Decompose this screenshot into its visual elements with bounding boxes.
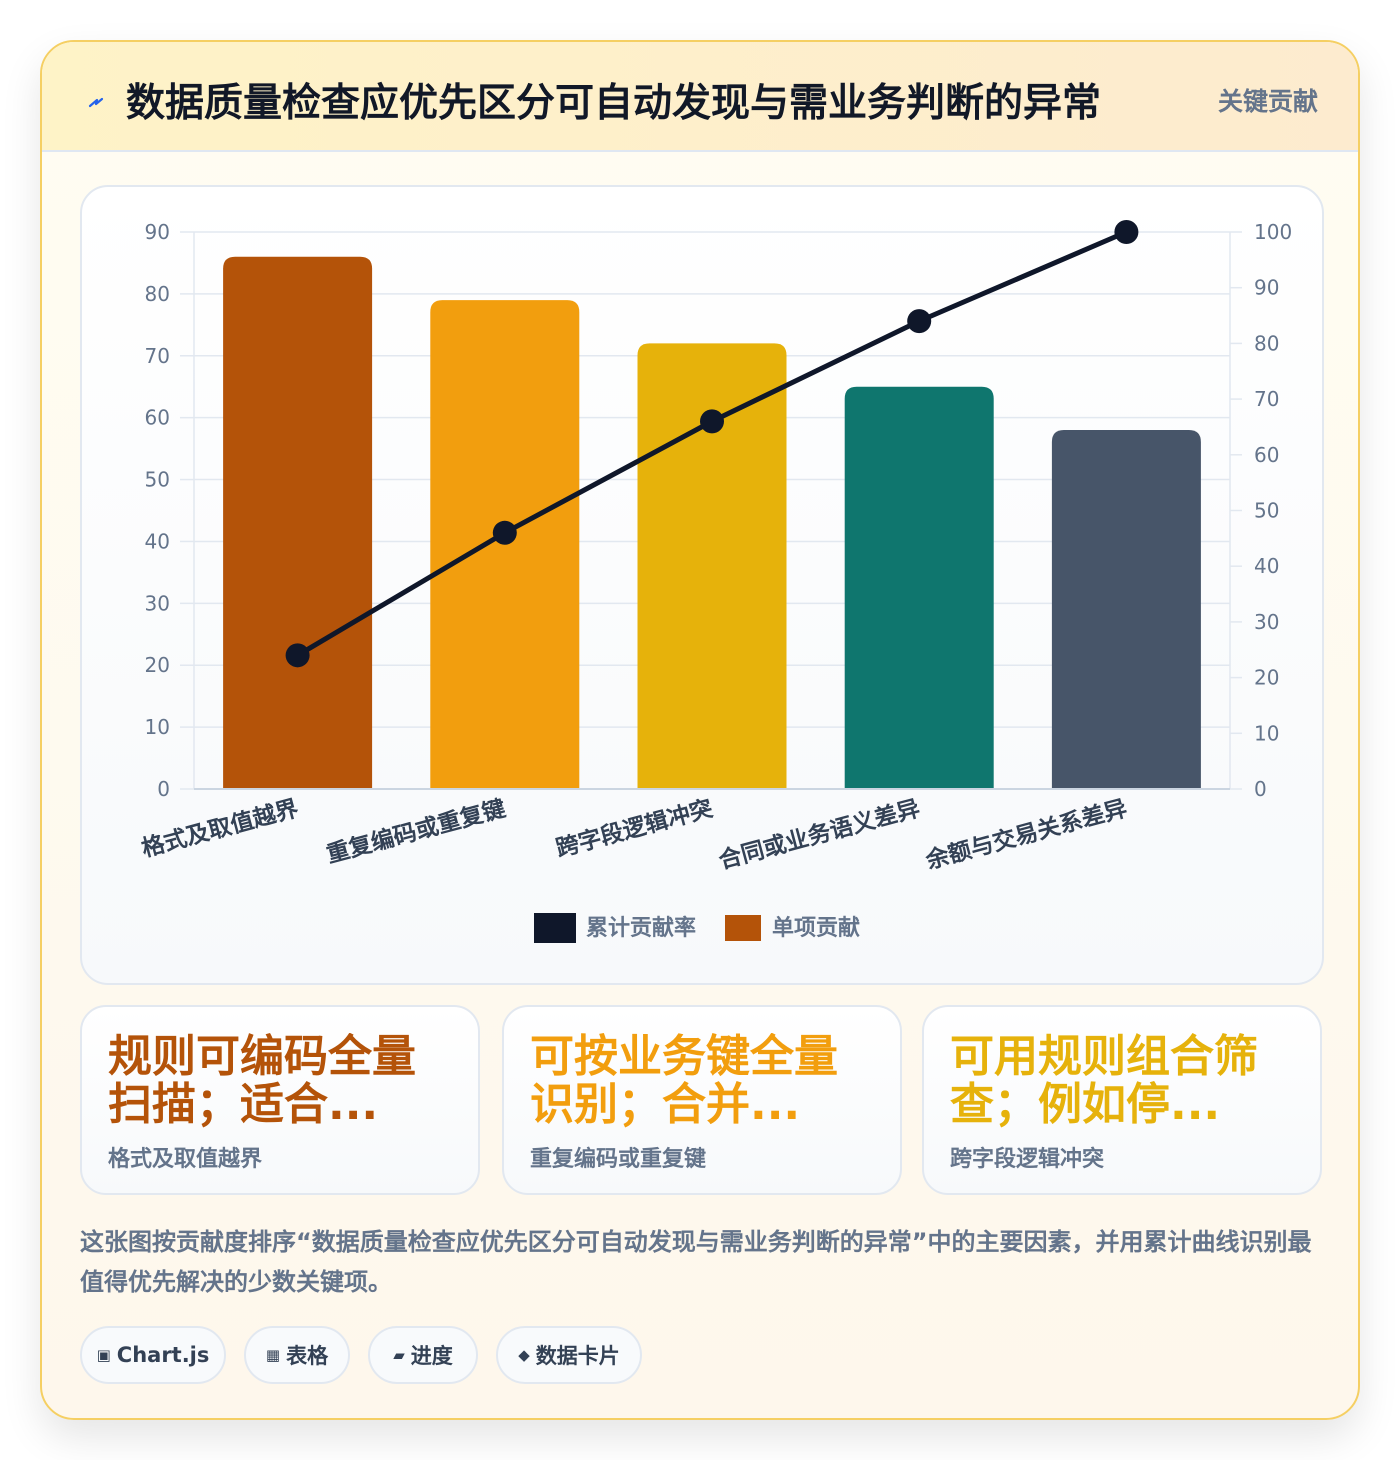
- y-left-tick-label: 80: [145, 282, 170, 306]
- stat-label: 格式及取值越界: [108, 1147, 263, 1172]
- table-icon: ▦: [265, 1346, 281, 1364]
- y-right-tick-label: 100: [1254, 220, 1292, 244]
- pill-label: 数据卡片: [535, 1344, 620, 1368]
- bar: [637, 343, 787, 789]
- legend-label: 累计贡献率: [586, 915, 696, 941]
- card-header: 数据质量检查应优先区分可自动发现与需业务判断的异常 关键贡献: [42, 42, 1358, 152]
- diamond-icon: ◆: [518, 1346, 530, 1364]
- stat-label: 跨字段逻辑冲突: [950, 1147, 1105, 1172]
- bar: [223, 256, 373, 789]
- pill-label: 进度: [410, 1344, 453, 1368]
- x-tick-label: 跨字段逻辑冲突: [553, 795, 716, 863]
- stat-card-3: 可用规则组合筛查；例如停... 跨字段逻辑冲突: [922, 1005, 1322, 1195]
- stat-card-2: 可按业务键全量识别；合并... 重复编码或重复键: [502, 1005, 902, 1195]
- y-right-tick-label: 70: [1254, 387, 1279, 411]
- y-right-tick-label: 60: [1254, 443, 1279, 467]
- chart-panel: 0 10 20 30 40 50 60 70 80 90 0 10 20 30 40 50 60 70 80 90 10…: [80, 185, 1324, 985]
- y-right-tick-label: 10: [1254, 721, 1279, 745]
- page-title: 数据质量检查应优先区分可自动发现与需业务判断的异常: [126, 81, 1102, 126]
- main-card: 数据质量检查应优先区分可自动发现与需业务判断的异常 关键贡献 0 10 20 30 40…: [40, 40, 1360, 1420]
- chart-icon: ▣: [96, 1346, 111, 1364]
- x-tick-label: 重复编码或重复键: [324, 795, 509, 869]
- bolt-icon: [88, 97, 104, 108]
- y-left-tick-label: 40: [145, 529, 170, 553]
- bar: [844, 386, 994, 789]
- y-left-tick-label: 0: [157, 777, 170, 801]
- y-right-tick-label: 40: [1254, 554, 1279, 578]
- legend-swatch: [725, 915, 761, 941]
- pill-label: Chart.js: [116, 1343, 210, 1367]
- y-right-tick-label: 80: [1254, 331, 1279, 355]
- x-tick-label: 合同或业务语义差异: [716, 795, 923, 875]
- stat-value: 可按业务键全量识别；合并...: [530, 1033, 838, 1129]
- pill-table[interactable]: ▦ 表格: [244, 1326, 350, 1384]
- y-right-tick-label: 50: [1254, 499, 1279, 523]
- stat-value: 规则可编码全量扫描；适合...: [108, 1033, 416, 1129]
- pill-progress[interactable]: ▰ 进度: [368, 1326, 478, 1384]
- legend-label: 单项贡献: [772, 915, 860, 941]
- stat-label: 重复编码或重复键: [530, 1147, 707, 1172]
- y-right-tick-label: 0: [1254, 777, 1267, 801]
- y-left-tick-label: 10: [145, 715, 170, 739]
- cumulative-point: [285, 643, 310, 668]
- y-right-tick-label: 20: [1254, 666, 1279, 690]
- cumulative-point: [907, 309, 932, 334]
- y-left-tick-label: 50: [145, 468, 170, 492]
- y-left-tick-label: 70: [145, 344, 170, 368]
- x-tick-label: 格式及取值越界: [139, 795, 302, 863]
- cumulative-point: [492, 520, 517, 545]
- bar: [1051, 430, 1201, 789]
- y-right-tick-label: 90: [1254, 276, 1279, 300]
- pill-chartjs[interactable]: ▣ Chart.js: [80, 1326, 226, 1384]
- y-right-tick-label: 30: [1254, 610, 1279, 634]
- cumulative-point: [700, 409, 724, 434]
- y-left-tick-label: 90: [145, 220, 170, 244]
- pill-label: 表格: [286, 1344, 329, 1368]
- pill-data-cards[interactable]: ◆ 数据卡片: [496, 1326, 642, 1384]
- pareto-chart: 0 10 20 30 40 50 60 70 80 90 0 10 20 30 40 50 60 70 80 90 10…: [139, 220, 1292, 943]
- chart-description: 这张图按贡献度排序“数据质量检查应优先区分可自动发现与需业务判断的异常”中的主要…: [80, 1228, 1312, 1296]
- y-left-tick-label: 20: [145, 653, 170, 677]
- stat-value: 可用规则组合筛查；例如停...: [950, 1033, 1258, 1129]
- cumulative-point: [1114, 220, 1139, 244]
- legend-swatch: [534, 913, 576, 943]
- y-left-tick-label: 30: [145, 591, 170, 615]
- y-left-tick-label: 60: [145, 406, 170, 430]
- header-tag: 关键贡献: [1217, 87, 1318, 116]
- x-tick-label: 余额与交易关系差异: [922, 795, 1130, 875]
- stat-card-1: 规则可编码全量扫描；适合... 格式及取值越界: [80, 1005, 480, 1195]
- progress-icon: ▰: [393, 1346, 405, 1364]
